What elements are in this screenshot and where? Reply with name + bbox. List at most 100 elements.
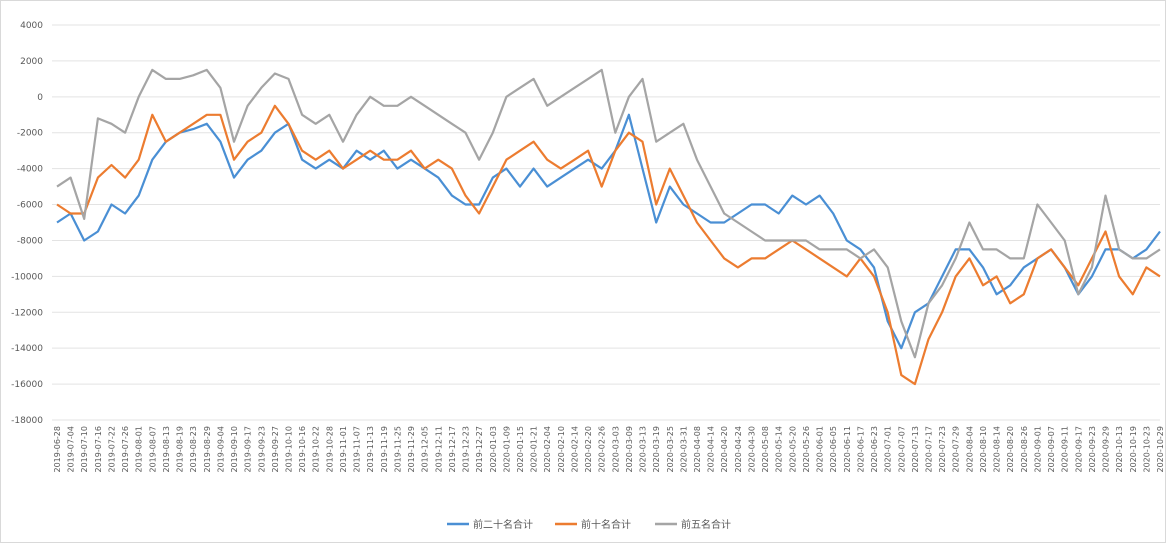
x-tick-label: 2020-10-29 xyxy=(1156,426,1165,473)
x-tick-label: 2020-07-29 xyxy=(952,426,961,473)
x-tick-label: 2020-08-04 xyxy=(965,426,974,473)
x-tick-label: 2020-04-24 xyxy=(734,426,743,473)
x-tick-label: 2020-02-04 xyxy=(543,426,552,473)
x-tick-label: 2019-07-16 xyxy=(94,426,103,473)
x-tick-label: 2020-02-20 xyxy=(584,426,593,473)
x-tick-label: 2020-09-29 xyxy=(1102,426,1111,473)
y-tick-label: -10000 xyxy=(11,272,43,282)
x-tick-label: 2019-12-11 xyxy=(434,426,443,473)
x-tick-label: 2020-03-31 xyxy=(679,426,688,473)
x-tick-label: 2020-01-03 xyxy=(489,426,498,473)
x-tick-label: 2020-01-09 xyxy=(502,426,511,473)
x-tick-label: 2020-08-26 xyxy=(1020,426,1029,473)
x-tick-label: 2019-08-19 xyxy=(176,426,185,473)
legend-label: 前二十名合计 xyxy=(473,518,533,531)
x-tick-label: 2020-10-23 xyxy=(1142,426,1151,473)
series-line xyxy=(56,113,1161,350)
x-tick-label: 2020-01-15 xyxy=(516,426,525,473)
x-tick-label: 2020-08-20 xyxy=(1006,426,1015,473)
x-tick-label: 2020-05-08 xyxy=(761,426,770,473)
x-tick-label: 2020-07-17 xyxy=(925,426,934,473)
x-tick-label: 2019-08-23 xyxy=(189,426,198,473)
x-tick-label: 2020-03-03 xyxy=(611,426,620,473)
x-tick-label: 2019-07-22 xyxy=(107,426,116,473)
x-tick-label: 2020-04-20 xyxy=(720,426,729,473)
x-tick-label: 2020-09-01 xyxy=(1033,426,1042,473)
x-tick-label: 2019-08-07 xyxy=(148,426,157,473)
x-tick-label: 2020-09-07 xyxy=(1047,426,1056,473)
series-line xyxy=(56,104,1161,386)
y-tick-label: -18000 xyxy=(11,416,43,426)
x-tick-label: 2019-12-05 xyxy=(421,426,430,473)
x-tick-label: 2019-09-04 xyxy=(216,426,225,473)
x-tick-label: 2020-06-17 xyxy=(856,426,865,473)
x-tick-label: 2020-05-26 xyxy=(802,426,811,473)
x-tick-label: 2020-03-09 xyxy=(625,426,634,473)
x-tick-label: 2020-09-23 xyxy=(1088,426,1097,473)
x-tick-label: 2019-09-10 xyxy=(230,426,239,473)
y-tick-label: -8000 xyxy=(17,236,43,246)
x-tick-label: 2020-04-14 xyxy=(707,426,716,473)
y-tick-label: -16000 xyxy=(11,380,43,390)
x-tick-label: 2019-11-13 xyxy=(366,426,375,473)
x-tick-label: 2020-02-26 xyxy=(598,426,607,473)
x-tick-label: 2020-09-11 xyxy=(1061,426,1070,473)
x-tick-label: 2019-08-01 xyxy=(135,426,144,473)
x-tick-label: 2019-10-22 xyxy=(312,426,321,473)
y-tick-label: -14000 xyxy=(11,344,43,354)
x-tick-label: 2020-01-21 xyxy=(530,426,539,473)
x-tick-label: 2020-02-10 xyxy=(557,426,566,473)
x-tick-label: 2019-11-29 xyxy=(407,426,416,473)
x-tick-label: 2019-09-23 xyxy=(257,426,266,473)
x-tick-label: 2020-08-10 xyxy=(979,426,988,473)
x-tick-label: 2020-03-25 xyxy=(666,426,675,473)
x-tick-label: 2019-12-17 xyxy=(448,426,457,473)
x-tick-label: 2020-10-19 xyxy=(1129,426,1138,473)
legend-label: 前十名合计 xyxy=(581,518,631,531)
y-tick-label: -6000 xyxy=(17,201,43,211)
x-tick-label: 2020-09-17 xyxy=(1074,426,1083,473)
y-tick-label: -2000 xyxy=(17,129,43,139)
x-tick-label: 2020-07-13 xyxy=(911,426,920,473)
x-tick-label: 2019-12-27 xyxy=(475,426,484,473)
x-tick-label: 2019-12-23 xyxy=(462,426,471,473)
x-tick-label: 2020-06-23 xyxy=(870,426,879,473)
x-tick-label: 2019-11-07 xyxy=(353,426,362,473)
x-tick-label: 2019-07-26 xyxy=(121,426,130,473)
y-tick-label: 4000 xyxy=(20,21,43,31)
x-tick-label: 2019-10-16 xyxy=(298,426,307,473)
y-tick-label: -4000 xyxy=(17,165,43,175)
x-tick-label: 2020-05-14 xyxy=(775,426,784,473)
x-tick-label: 2020-08-14 xyxy=(993,426,1002,473)
y-tick-label: 0 xyxy=(37,93,43,103)
x-tick-label: 2020-05-20 xyxy=(788,426,797,473)
x-tick-label: 2019-08-13 xyxy=(162,426,171,473)
x-tick-label: 2020-03-13 xyxy=(639,426,648,473)
legend-label: 前五名合计 xyxy=(681,518,731,531)
x-tick-label: 2020-06-01 xyxy=(816,426,825,473)
x-tick-label: 2019-07-10 xyxy=(80,426,89,473)
x-tick-label: 2019-06-28 xyxy=(53,426,62,473)
x-tick-label: 2019-10-10 xyxy=(284,426,293,473)
x-tick-label: 2019-11-19 xyxy=(380,426,389,473)
x-tick-label: 2020-06-11 xyxy=(843,426,852,473)
x-tick-label: 2019-09-17 xyxy=(244,426,253,473)
y-tick-label: -12000 xyxy=(11,308,43,318)
x-tick-label: 2020-07-01 xyxy=(884,426,893,473)
x-tick-label: 2020-06-05 xyxy=(829,426,838,473)
x-tick-label: 2020-07-23 xyxy=(938,426,947,473)
x-tick-label: 2020-10-13 xyxy=(1115,426,1124,473)
x-tick-label: 2020-04-08 xyxy=(693,426,702,473)
x-tick-label: 2019-11-01 xyxy=(339,426,348,473)
y-tick-label: 2000 xyxy=(20,57,43,67)
x-tick-label: 2019-11-25 xyxy=(393,426,402,473)
x-tick-label: 2019-07-04 xyxy=(67,426,76,473)
x-tick-label: 2020-04-30 xyxy=(747,426,756,473)
x-tick-label: 2020-03-19 xyxy=(652,426,661,473)
x-tick-label: 2019-09-27 xyxy=(271,426,280,473)
x-tick-label: 2019-08-29 xyxy=(203,426,212,473)
x-tick-label: 2020-07-07 xyxy=(897,426,906,473)
series-line xyxy=(56,68,1161,359)
